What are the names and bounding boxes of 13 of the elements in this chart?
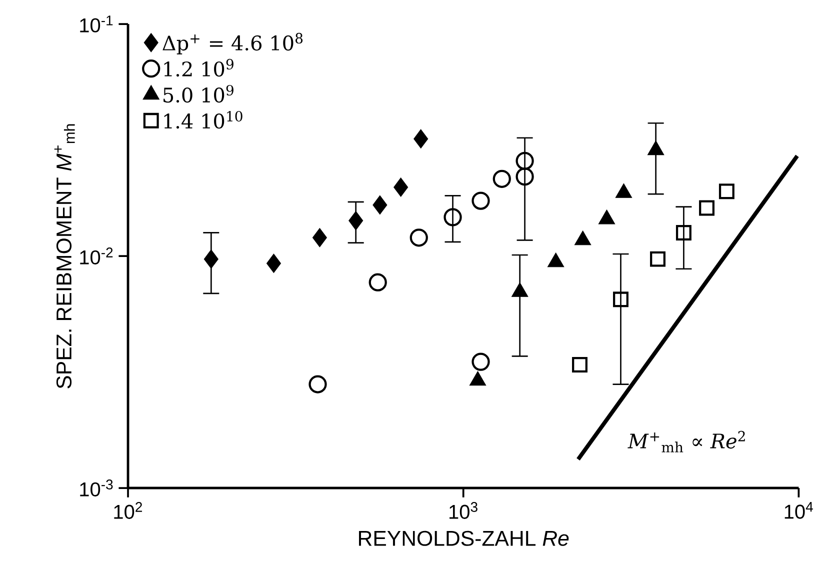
annotation: M$^{+}$$_{mh}$ ∝ Re$^{2}$ (628, 430, 745, 452)
x-tick-label: 10$^{4}$ (784, 502, 813, 519)
legend-label: Δp$^{+}$ = 4.6 10$^{8}$ (162, 32, 303, 54)
y-tick-label: 10$^{-1}$ (80, 16, 113, 32)
legend-label: 5.0 10$^{9}$ (164, 84, 234, 103)
x-axis-title: REYNOLDS-ZAHL Re (359, 530, 569, 546)
x-tick-label: 10$^{2}$ (114, 502, 142, 519)
y-axis-title: SPEZ. REIBMOMENT M$^{+}$mh (54, 124, 75, 388)
legend-label: 1.4 10$^{10}$ (164, 110, 242, 129)
legend-label: 1.2 10$^{9}$ (164, 58, 234, 77)
y-tick-label: 10$^{-3}$ (80, 480, 113, 496)
y-tick-label: 10$^{-2}$ (80, 248, 113, 264)
x-tick-label: 10$^{3}$ (450, 502, 478, 519)
